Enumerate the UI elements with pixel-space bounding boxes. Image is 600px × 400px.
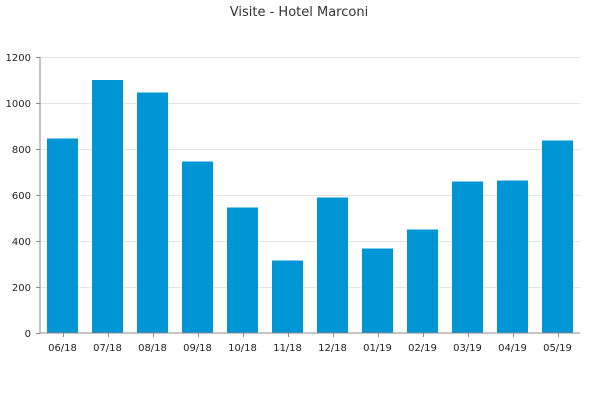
x-tick-label: 12/18 [318,343,347,354]
bar-01/19 [362,248,393,333]
gridlines [40,57,580,288]
bar-07/18 [92,80,123,333]
x-tick-label: 11/18 [273,343,302,354]
x-tick-label: 03/19 [453,343,482,354]
bar-10/18 [227,207,258,333]
bar-09/18 [182,161,213,333]
y-tick-label: 1200 [6,53,31,64]
bar-08/18 [137,92,168,334]
x-tick-labels: 06/18 07/18 08/18 09/18 10/18 11/18 12/18 01/19… [48,333,572,354]
x-tick-label: 05/19 [543,343,572,354]
bar-12/18 [317,197,348,333]
x-tick-label: 01/19 [363,343,392,354]
y-tick-label: 1000 [6,99,31,110]
y-tick-label: 400 [12,237,31,248]
x-tick-label: 04/19 [498,343,527,354]
bar-04/19 [497,180,528,333]
y-tick-label: 0 [25,329,31,340]
bar-11/18 [272,260,303,333]
chart-title: Visite - Hotel Marconi [230,5,368,20]
y-tick-label: 200 [12,283,31,294]
y-tick-label: 600 [12,191,31,202]
bar-02/19 [407,229,438,333]
y-tick-label: 800 [12,145,31,156]
y-tick-labels: 0 200 400 600 800 1000 1200 [6,53,40,340]
bars [47,80,573,334]
x-tick-label: 09/18 [183,343,212,354]
x-tick-label: 02/19 [408,343,437,354]
x-tick-label: 07/18 [93,343,122,354]
x-tick-label: 08/18 [138,343,167,354]
x-tick-label: 06/18 [48,343,77,354]
bar-06/18 [47,138,78,333]
bar-03/19 [452,181,483,333]
bar-05/19 [542,140,573,333]
x-tick-label: 10/18 [228,343,257,354]
